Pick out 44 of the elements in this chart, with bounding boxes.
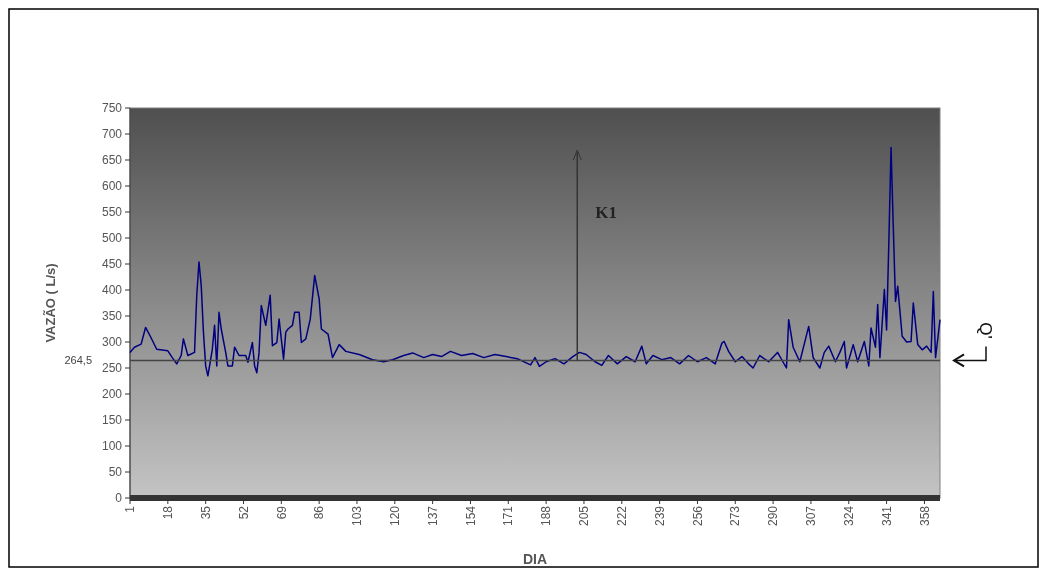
y-tick-label: 50 <box>108 465 123 480</box>
ref-line-label: 264,5 <box>64 354 92 367</box>
line-series <box>129 146 941 377</box>
x-tick-label: 290 <box>766 505 781 527</box>
x-tick-label: 86 <box>312 505 327 520</box>
y-tick-label: 300 <box>101 335 123 350</box>
y-tick-label: 400 <box>101 283 123 298</box>
y-tick-label: 200 <box>101 387 123 402</box>
y-tick-label: 550 <box>101 205 123 220</box>
x-tick-label: 324 <box>841 505 856 527</box>
x-tick-label: 239 <box>652 505 667 527</box>
y-tick-label: 700 <box>101 127 123 142</box>
x-tick-label: 103 <box>350 505 365 527</box>
x-tick-label: 256 <box>690 505 705 527</box>
y-tick-label: 500 <box>101 231 123 246</box>
x-tick-label: 1 <box>123 505 138 513</box>
y-tick-label: 750 <box>101 101 123 116</box>
x-tick-label: 52 <box>236 505 251 520</box>
x-tick-label: 205 <box>577 505 592 527</box>
x-axis-title: DIA <box>522 551 548 567</box>
x-tick-label: 222 <box>614 505 629 527</box>
x-tick-label: 69 <box>274 505 289 520</box>
y-tick-label: 350 <box>101 309 123 324</box>
x-tick-label: 358 <box>917 505 932 527</box>
x-tick-label: 35 <box>198 505 213 520</box>
y-tick-label: 450 <box>101 257 123 272</box>
x-tick-label: 307 <box>804 505 819 527</box>
y-tick-label: 650 <box>101 153 123 168</box>
y-tick-label: 250 <box>101 361 123 376</box>
annotation: K1 <box>595 203 618 222</box>
y-axis-title: VAZÃO ( L/s) <box>42 263 58 343</box>
x-tick-label: 154 <box>463 505 478 527</box>
x-tick-label: 120 <box>388 505 403 527</box>
y-tick-label: 100 <box>101 439 123 454</box>
text: Q' <box>976 322 996 339</box>
y-tick-label: 0 <box>115 491 123 506</box>
x-tick-label: 273 <box>728 505 743 527</box>
x-tick-label: 341 <box>879 505 894 527</box>
x-tick-label: 137 <box>425 505 440 527</box>
y-tick-label: 600 <box>101 179 123 194</box>
y-tick-label: 150 <box>101 413 123 428</box>
x-tick-label: 18 <box>161 505 176 520</box>
x-tick-label: 171 <box>501 505 516 527</box>
x-tick-label: 188 <box>539 505 554 527</box>
